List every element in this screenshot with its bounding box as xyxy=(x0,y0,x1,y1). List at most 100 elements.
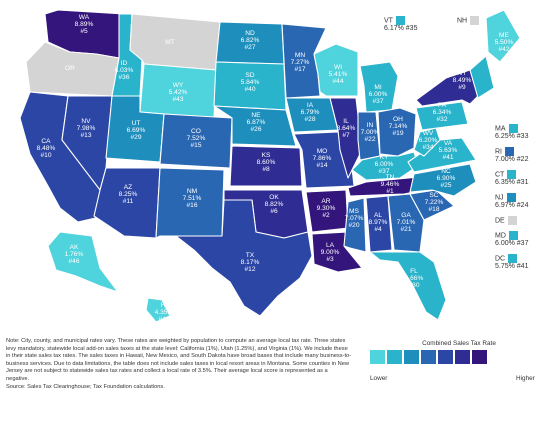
state-rank-nd: #27 xyxy=(244,44,255,51)
state-rank-mn: #17 xyxy=(294,66,305,73)
state-rate-nm: 7.51% xyxy=(183,195,202,202)
state-rate-ms: 7.07% xyxy=(345,215,364,222)
state-shape-sc xyxy=(409,189,455,221)
state-label-hi: HI 4.35% #45 xyxy=(155,302,174,323)
state-rank-ms: #20 xyxy=(348,222,359,229)
state-rate-ia: 6.79% xyxy=(301,109,320,116)
state-label-ak: AK 1.76% #46 xyxy=(65,244,84,265)
state-rate-wi: 5.41% xyxy=(329,71,348,78)
state-rate-tx: 8.17% xyxy=(241,259,260,266)
state-abbr-mt: MT xyxy=(165,39,175,46)
side-state-ri: RI 7.00% #22 xyxy=(495,147,549,164)
state-rate-al: 8.97% xyxy=(369,219,388,226)
legend-low-label: Lower xyxy=(370,375,388,382)
state-abbr-ne: NE xyxy=(251,112,261,119)
state-rate-ny: 8.49% xyxy=(453,77,472,84)
state-rank-tn: #1 xyxy=(386,188,394,195)
state-rate-ks: 8.60% xyxy=(257,159,276,166)
state-label-wi: WI 5.41% #44 xyxy=(329,64,348,85)
state-rank-nv: #13 xyxy=(80,132,91,139)
state-label-sd: SD 5.84% #40 xyxy=(241,72,260,93)
state-abbr-sc: SC xyxy=(429,192,438,199)
legend-swatch-3 xyxy=(404,350,419,364)
state-rank-va: #41 xyxy=(442,154,453,161)
state-rate-ca: 8.48% xyxy=(37,145,56,152)
state-label-mi: MI 6.00% #37 xyxy=(369,84,388,105)
state-shape-tx xyxy=(175,199,313,317)
state-label-me: ME 5.50% #42 xyxy=(495,32,514,53)
state-label-id: ID 6.03% #36 xyxy=(115,60,134,81)
state-rank-ok: #6 xyxy=(270,208,278,215)
state-abbr-mi: MI xyxy=(374,84,381,91)
state-rank-ny: #9 xyxy=(458,84,466,91)
state-label-fl: FL 6.66% #30 xyxy=(405,268,424,289)
state-rate-ma: 6.25% #33 xyxy=(495,133,529,141)
state-label-la: LA 9.00% #3 xyxy=(321,242,340,263)
state-rate-az: 8.25% xyxy=(119,191,138,198)
state-rank-wv: #34 xyxy=(422,144,433,151)
side-state-dc: DC 5.75% #41 xyxy=(495,254,549,271)
state-label-ky: KY 6.00% #37 xyxy=(375,154,394,175)
state-rank-fl: #30 xyxy=(408,282,419,289)
state-rate-vt: 6.17% #35 xyxy=(384,25,418,33)
state-abbr-mn: MN xyxy=(295,52,305,59)
state-rank-nc: #25 xyxy=(440,182,451,189)
state-rank-me: #42 xyxy=(498,46,509,53)
swatch-nh xyxy=(470,16,480,25)
state-rank-wi: #44 xyxy=(332,78,343,85)
state-rate-nj: 6.97% #24 xyxy=(495,202,529,210)
state-rate-in: 7.00% xyxy=(361,129,380,136)
state-abbr-de: DE xyxy=(495,217,505,225)
state-label-il: IL 8.64% #7 xyxy=(337,118,356,139)
state-abbr-oh: OH xyxy=(393,116,403,123)
state-label-oh: OH 7.14% #19 xyxy=(389,116,408,137)
state-rank-pa: #32 xyxy=(436,116,447,123)
state-rank-la: #3 xyxy=(326,256,334,263)
state-abbr-co: CO xyxy=(191,128,201,135)
state-label-ca: CA 8.48% #10 xyxy=(37,138,56,159)
state-abbr-wy: WY xyxy=(173,82,184,89)
state-abbr-me: ME xyxy=(499,32,509,39)
side-state-ct: CT 6.35% #31 xyxy=(495,170,549,187)
state-rank-ga: #21 xyxy=(400,226,411,233)
state-rate-ar: 9.30% xyxy=(317,205,336,212)
state-rate-ct: 6.35% #31 xyxy=(495,179,529,187)
state-shape-nc xyxy=(409,163,477,197)
state-rank-id: #36 xyxy=(118,74,129,81)
legend-swatch-4 xyxy=(421,350,436,364)
state-abbr-md: MD xyxy=(495,232,506,240)
state-rate-fl: 6.66% xyxy=(405,275,424,282)
state-rank-oh: #19 xyxy=(392,130,403,137)
state-rank-wy: #43 xyxy=(172,96,183,103)
swatch-vt xyxy=(395,16,405,25)
state-abbr-ct: CT xyxy=(495,171,505,179)
state-shape-ak xyxy=(47,231,119,293)
state-abbr-or: OR xyxy=(65,65,75,72)
state-rank-sd: #40 xyxy=(244,86,255,93)
state-rate-la: 9.00% xyxy=(321,249,340,256)
state-label-nd: ND 6.82% #27 xyxy=(241,30,260,51)
legend-swatch-2 xyxy=(387,350,402,364)
legend-swatch-1 xyxy=(370,350,385,364)
state-rate-ak: 1.76% xyxy=(65,251,84,258)
swatch-md xyxy=(508,231,518,240)
state-shape-me xyxy=(485,9,521,63)
state-rank-hi: #45 xyxy=(158,316,169,323)
color-legend xyxy=(370,350,487,364)
state-label-ne: NE 6.87% #26 xyxy=(247,112,266,133)
state-label-ny: NY 8.49% #9 xyxy=(453,70,472,91)
state-rank-al: #4 xyxy=(374,226,382,233)
state-abbr-nm: NM xyxy=(187,188,197,195)
state-shape-pa xyxy=(415,101,469,131)
state-shape-ne xyxy=(213,105,297,147)
state-rate-wa: 8.89% xyxy=(75,21,94,28)
state-label-mn: MN 7.27% #17 xyxy=(291,52,310,73)
state-label-az: AZ 8.25% #11 xyxy=(119,184,138,205)
state-abbr-ri: RI xyxy=(495,148,502,156)
state-shape-ky xyxy=(351,151,419,181)
state-shape-oh xyxy=(377,107,417,157)
state-shape-fl xyxy=(369,251,447,321)
state-abbr-nj: NJ xyxy=(495,194,504,202)
swatch-de xyxy=(507,216,517,225)
